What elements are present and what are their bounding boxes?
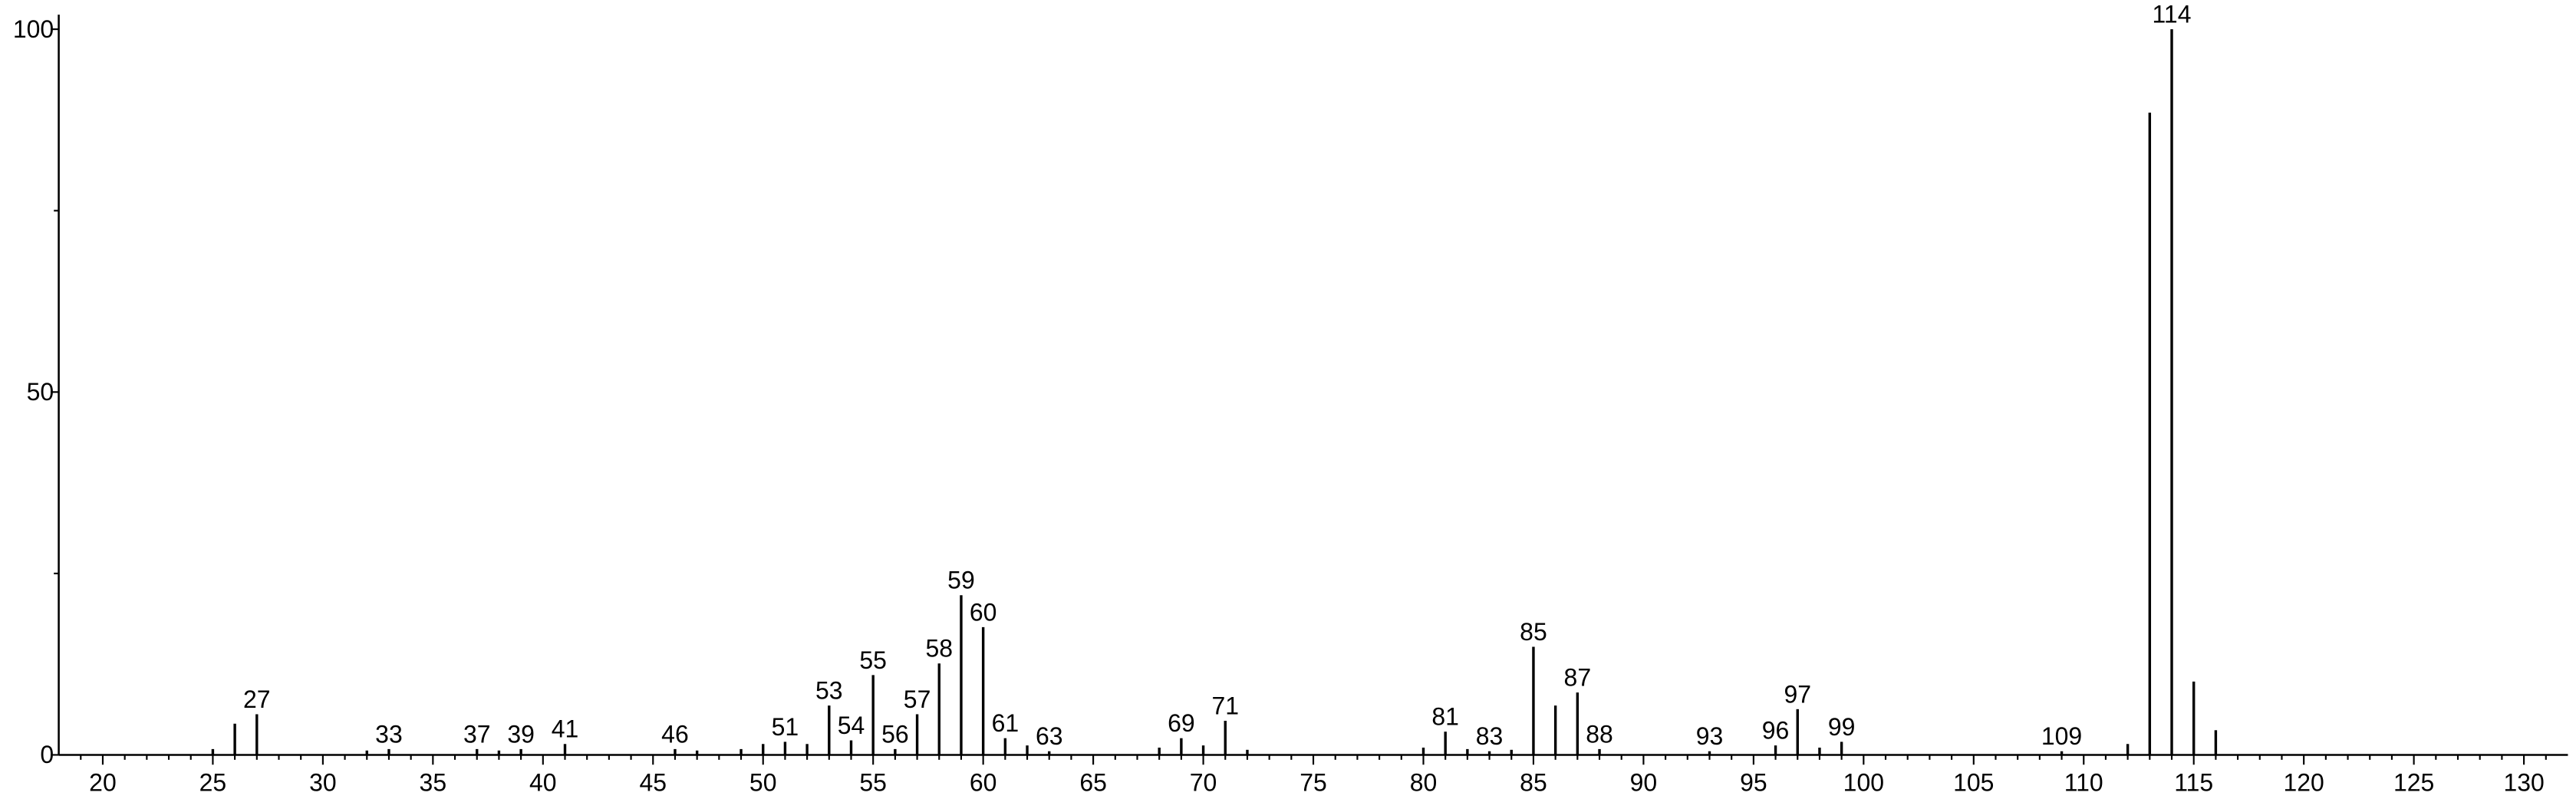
peak-label: 55	[859, 646, 887, 674]
x-tick-label: 85	[1520, 768, 1547, 796]
peak-label: 83	[1476, 722, 1504, 750]
x-tick-label: 110	[2064, 768, 2103, 796]
peak-label: 56	[881, 720, 909, 748]
peak-label: 87	[1564, 664, 1592, 692]
x-tick-label: 105	[1953, 768, 1994, 796]
x-tick-label: 25	[199, 768, 227, 796]
peak-label: 39	[507, 720, 535, 748]
x-tick-label: 65	[1079, 768, 1107, 796]
x-tick-label: 120	[2284, 768, 2324, 796]
x-tick-label: 125	[2393, 768, 2434, 796]
x-tick-label: 30	[309, 768, 337, 796]
x-tick-label: 55	[859, 768, 887, 796]
peak-label: 96	[1762, 717, 1790, 745]
x-tick-label: 70	[1190, 768, 1217, 796]
peak-label: 59	[947, 567, 975, 594]
peak-label: 33	[375, 720, 403, 748]
peak-label: 54	[838, 712, 865, 739]
x-tick-label: 95	[1740, 768, 1767, 796]
peak-label: 97	[1784, 680, 1811, 708]
peak-label: 53	[815, 677, 843, 705]
x-tick-label: 60	[970, 768, 997, 796]
peak-label: 93	[1696, 722, 1724, 750]
peak-label: 58	[925, 635, 953, 663]
peak-label: 85	[1520, 618, 1547, 646]
x-tick-label: 40	[529, 768, 557, 796]
x-tick-label: 115	[2174, 768, 2213, 796]
x-tick-label: 130	[2503, 768, 2544, 796]
peak-label: 71	[1211, 692, 1239, 719]
peak-label: 60	[970, 598, 997, 626]
peak-label: 81	[1431, 703, 1459, 731]
peak-label: 41	[552, 715, 579, 743]
peak-label: 109	[2041, 722, 2082, 750]
y-tick-label: 50	[27, 378, 54, 406]
peak-label: 99	[1828, 713, 1856, 741]
peak-label: 37	[463, 720, 491, 748]
peak-label: 69	[1168, 709, 1195, 737]
peak-label: 63	[1036, 722, 1063, 750]
y-tick-label: 0	[40, 741, 54, 768]
peak-label: 27	[243, 686, 271, 713]
peak-label: 51	[772, 713, 799, 741]
x-tick-label: 90	[1630, 768, 1658, 796]
x-tick-label: 100	[1843, 768, 1884, 796]
peak-label: 114	[2153, 1, 2192, 28]
peak-label: 57	[904, 686, 931, 713]
x-tick-label: 50	[749, 768, 777, 796]
x-tick-label: 45	[639, 768, 667, 796]
x-tick-label: 35	[420, 768, 447, 796]
x-tick-label: 20	[89, 768, 117, 796]
y-tick-label: 100	[13, 15, 54, 43]
peak-label: 46	[661, 720, 689, 748]
x-tick-label: 80	[1410, 768, 1438, 796]
peak-label: 88	[1586, 720, 1613, 748]
x-tick-label: 75	[1300, 768, 1327, 796]
peak-label: 61	[992, 709, 1020, 737]
